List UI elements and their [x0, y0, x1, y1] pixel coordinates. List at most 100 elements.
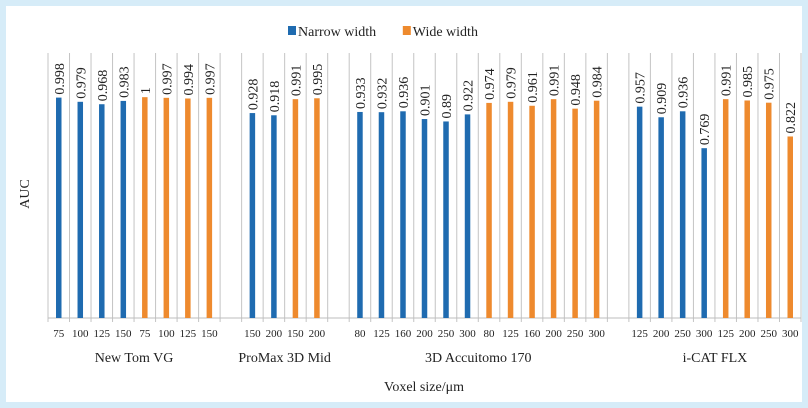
data-label: 0.901	[419, 85, 434, 117]
data-label: 0.936	[397, 77, 412, 109]
x-tick-label: 250	[674, 328, 691, 340]
x-tick-label: 300	[696, 328, 713, 340]
x-tick-label: 80	[484, 328, 496, 340]
data-label: 0.983	[117, 66, 132, 98]
data-label: 0.89	[440, 94, 455, 119]
x-tick-label: 125	[94, 328, 111, 340]
x-tick-label: 160	[524, 328, 541, 340]
data-label: 0.975	[763, 68, 778, 100]
x-tick-label: 250	[438, 328, 455, 340]
bar-wide-200	[314, 98, 320, 318]
x-axis-label: Voxel size/μm	[384, 380, 464, 395]
data-label: 0.961	[526, 71, 541, 103]
data-label: 0.936	[677, 77, 692, 109]
data-label: 0.991	[720, 65, 735, 97]
x-tick-label: 200	[416, 328, 433, 340]
bar-wide-150	[292, 99, 299, 318]
bar-wide-200	[744, 100, 750, 319]
bar-wide-100	[163, 97, 170, 319]
x-tick-label: 250	[567, 328, 584, 340]
data-label: 0.909	[655, 83, 670, 115]
bar-wide-75	[142, 97, 148, 319]
x-tick-label: 125	[502, 328, 519, 340]
bar-wide-250	[572, 108, 578, 319]
bar-narrow-75	[56, 97, 62, 318]
bar-narrow-100	[77, 101, 84, 318]
bar-narrow-300	[464, 114, 471, 319]
x-tick-label: 100	[72, 328, 89, 340]
x-tick-label: 300	[459, 328, 476, 340]
x-tick-label: 200	[739, 328, 756, 340]
bar-wide-125	[185, 98, 191, 318]
x-tick-label: 250	[760, 328, 777, 340]
data-label: 0.998	[53, 63, 68, 95]
bar-narrow-250	[443, 121, 449, 318]
legend-label-wide: Wide width	[413, 25, 478, 40]
data-label: 1	[139, 87, 154, 94]
data-label: 0.922	[462, 80, 477, 112]
group-label: ProMax 3D Mid	[238, 351, 331, 366]
bar-narrow-250	[679, 111, 686, 318]
chart-legend: Narrow width Wide width	[288, 25, 478, 40]
x-tick-label: 75	[53, 328, 65, 340]
data-label: 0.991	[289, 65, 304, 97]
data-label: 0.968	[96, 70, 111, 102]
data-label: 0.997	[160, 63, 175, 95]
data-label: 0.994	[182, 64, 197, 96]
x-tick-label: 200	[266, 328, 283, 340]
x-tick-label: 100	[158, 328, 175, 340]
data-label: 0.928	[246, 79, 261, 111]
data-label: 0.974	[483, 68, 498, 100]
bar-narrow-160	[400, 111, 406, 318]
bar-narrow-125	[636, 106, 643, 318]
group-label: New Tom VG	[95, 351, 174, 366]
data-label: 0.948	[569, 74, 584, 106]
bar-narrow-300	[701, 148, 707, 318]
data-label: 0.985	[741, 66, 756, 98]
data-label: 0.979	[74, 67, 89, 99]
data-label: 0.957	[634, 72, 649, 104]
x-tick-label: 300	[588, 328, 605, 340]
x-tick-label: 300	[782, 328, 799, 340]
data-label: 0.995	[311, 64, 326, 96]
chart-frame: Narrow width Wide width 0.998 0.979 0.968 0.…	[6, 6, 802, 402]
bar-wide-300	[593, 100, 600, 318]
x-tick-label: 80	[354, 328, 366, 340]
legend-swatch-narrow	[288, 26, 296, 35]
x-tick-label: 125	[631, 328, 648, 340]
x-tick-label: 125	[717, 328, 734, 340]
bar-wide-125	[507, 101, 514, 318]
x-tick-label: 160	[395, 328, 412, 340]
x-tick-label: 200	[545, 328, 562, 340]
bar-wide-250	[765, 102, 772, 318]
bar-wide-300	[787, 136, 793, 318]
data-label: 0.979	[505, 67, 520, 99]
data-label: 0.769	[698, 114, 713, 146]
legend-swatch-wide	[402, 26, 411, 35]
x-tick-label: 150	[201, 328, 218, 340]
bar-narrow-200	[658, 117, 664, 318]
bars	[56, 97, 793, 319]
bar-wide-80	[486, 102, 492, 319]
x-tick-label: 125	[373, 328, 390, 340]
bar-narrow-150	[249, 113, 256, 318]
data-label: 0.918	[268, 81, 283, 113]
y-axis-label: AUC	[18, 179, 33, 209]
data-label: 0.991	[548, 65, 563, 97]
bar-wide-150	[206, 97, 213, 319]
category-separators	[47, 53, 802, 322]
x-tick-label: 200	[309, 328, 326, 340]
bar-narrow-125	[378, 112, 385, 318]
data-label: 0.933	[354, 77, 369, 109]
x-tick-label: 125	[180, 328, 197, 340]
x-tick-label: 75	[139, 328, 151, 340]
x-tick-label: 150	[115, 328, 132, 340]
data-label: 0.822	[784, 102, 799, 134]
bar-narrow-150	[120, 100, 127, 318]
x-tick-label: 200	[653, 328, 670, 340]
group-label: 3D Accuitomo 170	[425, 351, 532, 366]
data-label: 0.997	[203, 63, 218, 95]
bar-wide-200	[550, 99, 557, 318]
data-labels: 0.998 0.979 0.968 0.983 1 0.997 0.994 0.997 0.92…	[53, 63, 799, 145]
bar-narrow-80	[357, 111, 363, 319]
